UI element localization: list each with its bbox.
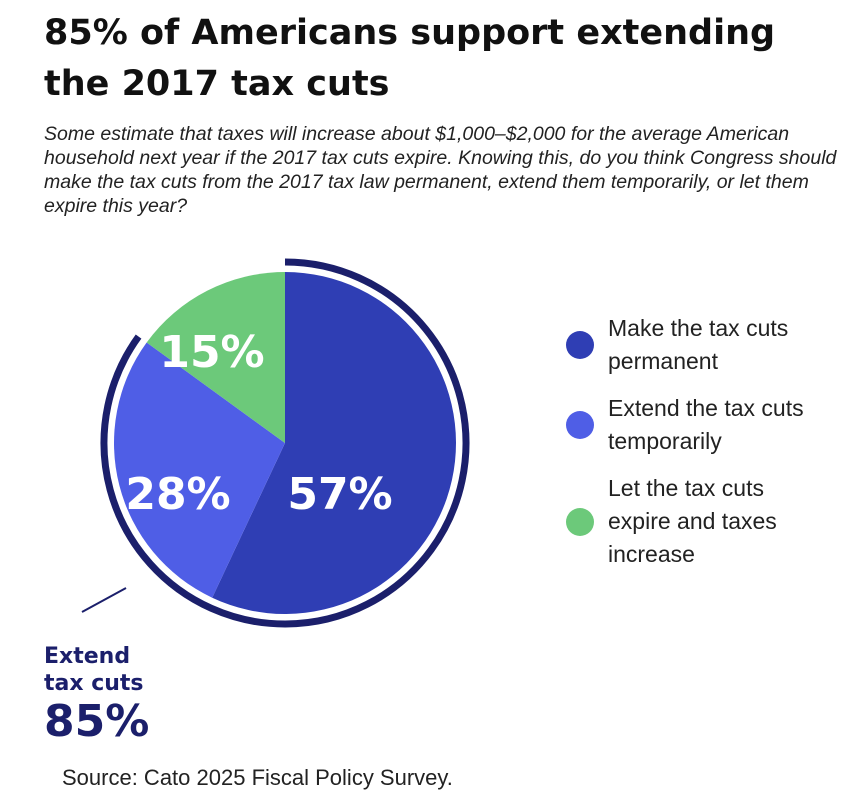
legend-swatch-temporary bbox=[566, 411, 594, 439]
pie-slice-temporary bbox=[113, 342, 285, 598]
legend-label-expire: Let the tax cuts expire and taxes increa… bbox=[608, 475, 777, 567]
chart-title: 85% of Americans support extending the 2… bbox=[44, 13, 776, 104]
extend-ring-arc bbox=[100, 258, 470, 628]
callout-value: 85% bbox=[44, 696, 150, 747]
legend: Make the tax cuts permanent Extend the t… bbox=[566, 312, 856, 585]
legend-swatch-expire bbox=[566, 507, 594, 536]
extend-callout: Extend tax cuts 85% bbox=[44, 643, 164, 747]
legend-item-permanent: Make the tax cuts permanent bbox=[566, 312, 856, 378]
chart-subtitle: Some estimate that taxes will increase a… bbox=[44, 123, 837, 217]
callout-leader-line bbox=[81, 587, 127, 613]
legend-label-temporary: Extend the tax cuts temporarily bbox=[608, 395, 804, 454]
legend-label-permanent: Make the tax cuts permanent bbox=[608, 315, 789, 374]
source-note: Source: Cato 2025 Fiscal Policy Survey. bbox=[62, 765, 453, 790]
legend-item-expire: Let the tax cuts expire and taxes increa… bbox=[566, 472, 856, 571]
slice-label-expire: 15% bbox=[159, 327, 264, 378]
legend-item-temporary: Extend the tax cuts temporarily bbox=[566, 392, 856, 458]
pie-slice-expire bbox=[146, 272, 285, 443]
slice-label-temporary: 28% bbox=[125, 469, 230, 520]
callout-label: Extend tax cuts bbox=[44, 644, 144, 696]
slice-label-permanent: 57% bbox=[287, 469, 392, 520]
legend-swatch-permanent bbox=[566, 331, 594, 359]
pie-slice-permanent bbox=[212, 272, 456, 614]
